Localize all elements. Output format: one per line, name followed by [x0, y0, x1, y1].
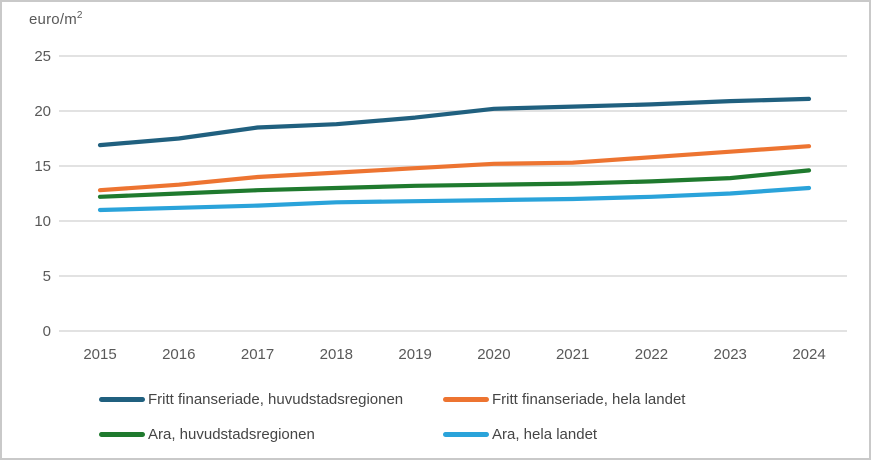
y-axis-tick-label: 15	[34, 158, 51, 175]
legend-swatch-dark-blue	[99, 396, 145, 402]
series-line-ara-huvudstadsregionen	[97, 168, 812, 199]
legend-item-ara-huvudstadsregionen: Ara, huvudstadsregionen	[99, 425, 443, 443]
legend-item-ara-hela-landet: Ara, hela landet	[443, 425, 685, 443]
legend-item-fritt-finanseriade-huvudstadsregionen: Fritt finanseriade, huvudstadsregionen	[99, 390, 443, 408]
chart-legend: Fritt finanseriade, huvudstadsregionen F…	[99, 390, 686, 443]
legend-swatch-green	[99, 431, 145, 437]
series-line-fritt-finanseriade-huvudstadsregionen	[97, 96, 812, 148]
y-axis-tick-label: 0	[43, 323, 51, 340]
x-axis-tick-label: 2024	[792, 346, 825, 363]
x-axis-tick-label: 2017	[241, 346, 274, 363]
x-axis-tick-label: 2016	[162, 346, 195, 363]
x-axis-tick-label: 2021	[556, 346, 589, 363]
legend-swatch-orange	[443, 396, 489, 402]
x-axis-tick-label: 2022	[635, 346, 668, 363]
series-line-ara-hela-landet	[97, 185, 812, 213]
x-axis-tick-label: 2020	[477, 346, 510, 363]
y-axis-unit-exponent: 2	[76, 10, 83, 21]
legend-item-fritt-finanseriade-hela-landet: Fritt finanseriade, hela landet	[443, 390, 686, 408]
y-axis-tick-label: 5	[43, 268, 51, 285]
series-line-fritt-finanseriade-hela-landet	[97, 144, 812, 193]
x-axis-tick-label: 2019	[398, 346, 431, 363]
legend-label: Fritt finanseriade, hela landet	[492, 390, 686, 408]
y-axis-unit-label: euro/m2	[29, 10, 83, 28]
line-chart: 0 5 10 15 20 25 2015 2016 2017 2018 2019 2020 2021 20…	[34, 48, 847, 363]
x-axis-tick-label: 2023	[714, 346, 747, 363]
legend-label: Ara, hela landet	[492, 425, 598, 443]
x-axis-tick-label: 2018	[320, 346, 353, 363]
y-axis-tick-label: 10	[34, 213, 51, 230]
legend-label: Ara, huvudstadsregionen	[148, 425, 315, 443]
y-axis-unit-base: euro/m	[29, 11, 77, 28]
legend-swatch-light-blue	[443, 431, 489, 437]
legend-label: Fritt finanseriade, huvudstadsregionen	[148, 390, 404, 408]
x-axis-tick-label: 2015	[83, 346, 116, 363]
y-axis-tick-label: 20	[34, 103, 51, 120]
y-axis-tick-label: 25	[34, 48, 51, 65]
